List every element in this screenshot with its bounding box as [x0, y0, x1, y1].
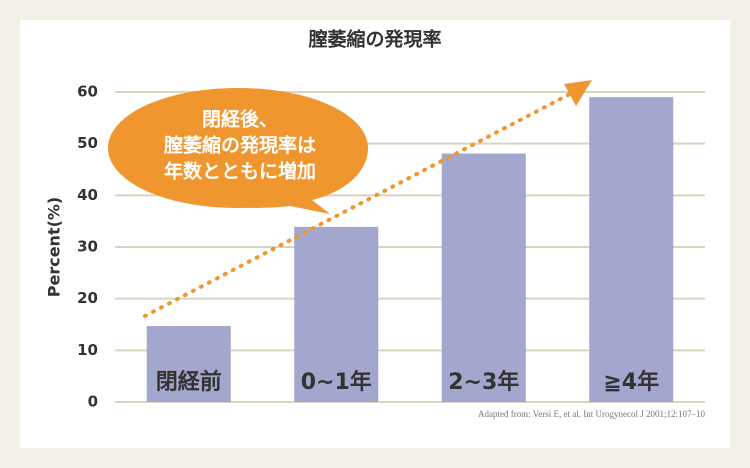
- bar: [146, 326, 231, 402]
- y-tick-label: 30: [77, 238, 98, 256]
- callout-text: 年数とともに増加: [164, 160, 316, 183]
- arrow-head: [564, 80, 592, 106]
- y-tick-label: 20: [77, 289, 98, 307]
- y-tick-label: 60: [77, 83, 98, 101]
- bar: [294, 226, 379, 402]
- bar: [589, 97, 674, 403]
- chart-title: 膣萎縮の発現率: [307, 28, 441, 51]
- callout-text: 膣萎縮の発現率は: [163, 134, 316, 157]
- y-tick-label: 10: [77, 341, 98, 359]
- source-note: Adapted from: Versi E, et al. Int Urogyn…: [478, 409, 706, 419]
- x-tick-label: ≧4年: [603, 369, 659, 395]
- x-tick-label: 閉経前: [156, 369, 222, 395]
- y-tick-label: 50: [77, 134, 98, 152]
- y-tick-label: 0: [88, 393, 98, 411]
- y-tick-label: 40: [77, 186, 98, 204]
- callout-bubble: [108, 88, 368, 214]
- x-tick-label: 2~3年: [448, 369, 519, 395]
- y-axis-label: Percent(%): [45, 197, 64, 298]
- trend-arrow: [143, 92, 572, 318]
- callout-text: 閉経後、: [202, 108, 278, 131]
- x-tick-label: 0~1年: [301, 369, 372, 395]
- bar: [441, 153, 526, 402]
